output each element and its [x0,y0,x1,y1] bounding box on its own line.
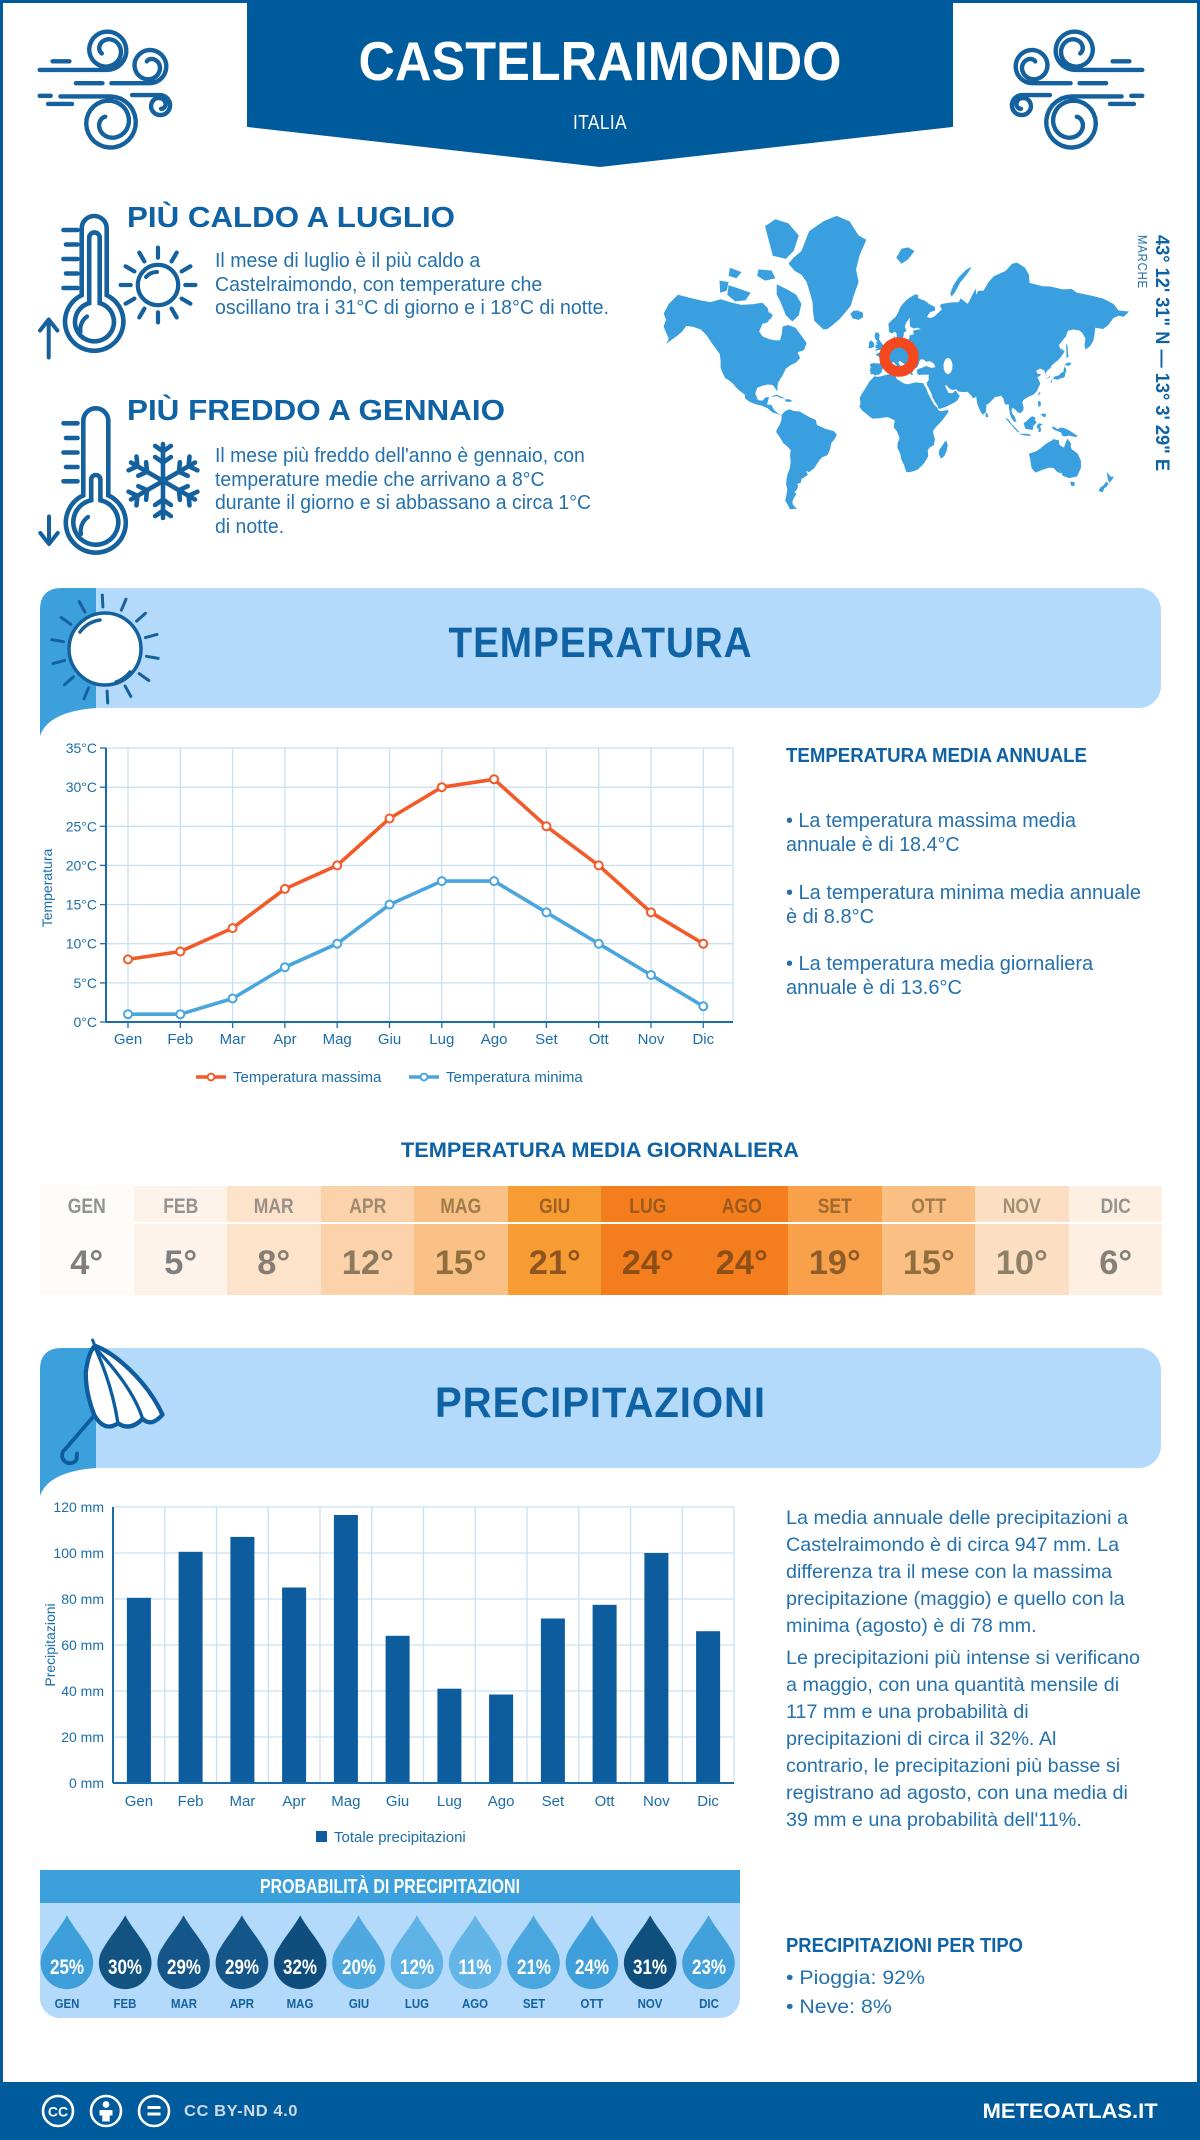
svg-text:Feb: Feb [167,1031,193,1048]
svg-text:Nov: Nov [638,1031,665,1048]
svg-text:Lug: Lug [429,1031,454,1048]
svg-text:Precipitazioni: Precipitazioni [42,1603,58,1686]
svg-text:40 mm: 40 mm [61,1683,104,1699]
svg-text:100 mm: 100 mm [53,1545,104,1561]
svg-text:25°C: 25°C [66,818,97,834]
svg-text:Ott: Ott [595,1793,616,1810]
svg-text:Temperatura minima: Temperatura minima [446,1069,583,1086]
svg-text:Temperatura: Temperatura [39,848,55,927]
svg-text:0 mm: 0 mm [69,1775,104,1791]
svg-text:Dic: Dic [692,1031,714,1048]
svg-text:80 mm: 80 mm [61,1591,104,1607]
svg-text:Set: Set [535,1031,558,1048]
svg-text:Giu: Giu [386,1793,409,1810]
svg-text:5°C: 5°C [74,975,98,991]
svg-text:Nov: Nov [643,1793,670,1810]
svg-text:Mar: Mar [220,1031,246,1048]
svg-text:Apr: Apr [273,1031,296,1048]
svg-text:0°C: 0°C [74,1014,98,1030]
svg-text:Temperatura massima: Temperatura massima [233,1069,382,1086]
svg-text:Mar: Mar [229,1793,255,1810]
svg-text:10°C: 10°C [66,936,97,952]
svg-text:60 mm: 60 mm [61,1637,104,1653]
svg-text:Mag: Mag [323,1031,352,1048]
svg-text:Ott: Ott [589,1031,610,1048]
svg-text:15°C: 15°C [66,897,97,913]
svg-text:Totale precipitazioni: Totale precipitazioni [334,1829,466,1846]
svg-text:Gen: Gen [114,1031,142,1048]
svg-text:Apr: Apr [282,1793,305,1810]
svg-text:35°C: 35°C [66,740,97,756]
svg-text:20 mm: 20 mm [61,1729,104,1745]
svg-text:20°C: 20°C [66,857,97,873]
svg-text:Lug: Lug [437,1793,462,1810]
svg-text:Gen: Gen [125,1793,153,1810]
svg-text:CC: CC [48,2104,68,2120]
svg-text:Feb: Feb [178,1793,204,1810]
svg-text:30°C: 30°C [66,779,97,795]
svg-text:Mag: Mag [331,1793,360,1810]
svg-text:Ago: Ago [488,1793,515,1810]
svg-text:120 mm: 120 mm [53,1499,104,1515]
svg-text:Dic: Dic [697,1793,719,1810]
svg-text:Ago: Ago [481,1031,508,1048]
svg-text:Giu: Giu [378,1031,401,1048]
svg-text:Set: Set [542,1793,565,1810]
